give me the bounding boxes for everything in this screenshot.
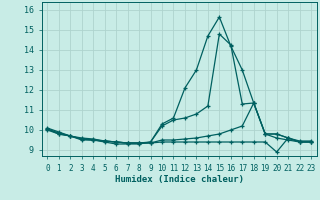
X-axis label: Humidex (Indice chaleur): Humidex (Indice chaleur) [115, 175, 244, 184]
